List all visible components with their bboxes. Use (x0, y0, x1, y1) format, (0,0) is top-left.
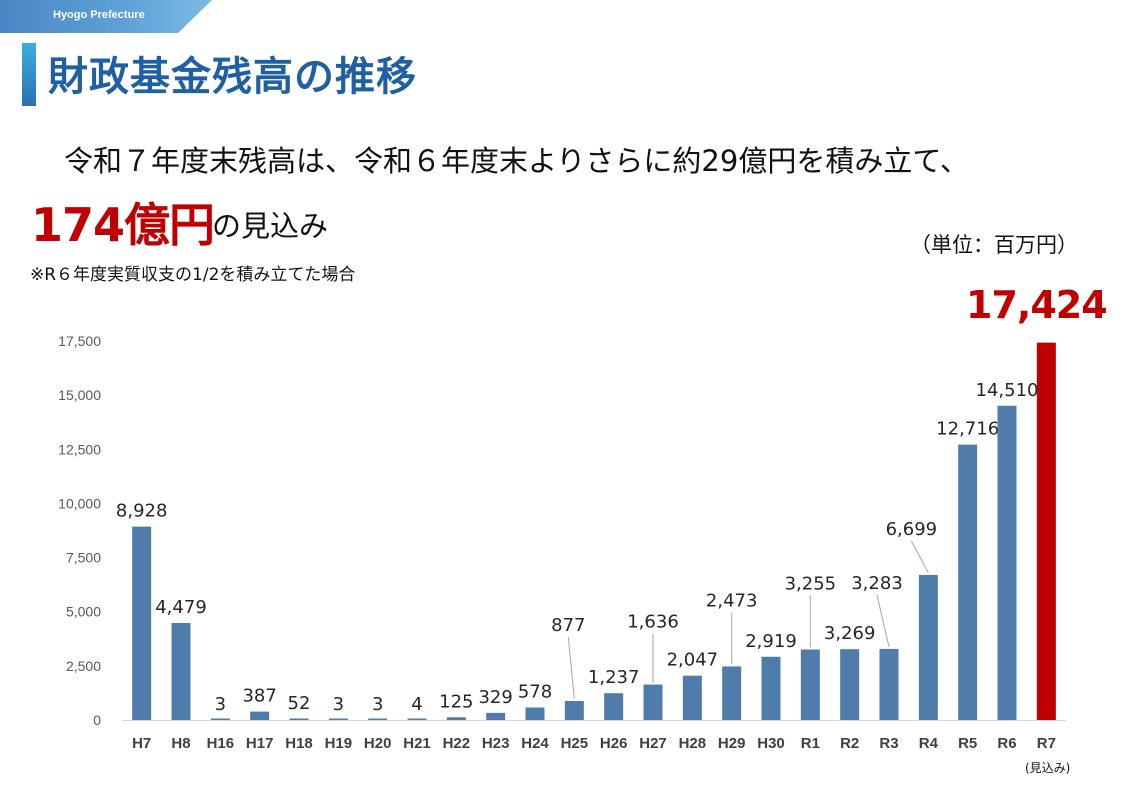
bar-H27 (643, 684, 663, 720)
bar-R4 (918, 574, 938, 720)
bar-H7 (132, 526, 152, 720)
data-label: 329 (478, 687, 512, 708)
data-label: 52 (288, 693, 311, 714)
x-tick-label: H18 (285, 735, 313, 752)
x-tick-label: R1 (801, 735, 820, 752)
page-title: 財政基金残高の推移 (48, 54, 417, 100)
data-label: 2,919 (745, 631, 797, 652)
data-label: 4,479 (155, 597, 207, 618)
bar-H28 (682, 675, 702, 720)
bar-H29 (722, 666, 742, 720)
bar-H20 (368, 718, 388, 720)
x-tick-label: H19 (325, 735, 353, 752)
x-tick-label: R3 (879, 735, 898, 752)
data-label: 12,716 (936, 419, 999, 440)
x-tick-label: H28 (679, 735, 707, 752)
brand-banner: Hyogo Prefecture (0, 0, 212, 33)
highlight-value: 17,424 (966, 283, 1108, 327)
data-label: 1,636 (627, 612, 679, 633)
x-tick-label: H30 (757, 735, 785, 752)
bar-H24 (525, 707, 545, 720)
x-tick-label: H7 (132, 735, 151, 752)
y-tick-label: 2,500 (66, 658, 101, 674)
x-tick-label: H17 (246, 735, 274, 752)
x-tick-label: H25 (561, 735, 589, 752)
bar-H8 (171, 622, 191, 720)
data-label: 3,269 (824, 623, 876, 644)
y-tick-label: 15,000 (58, 387, 101, 403)
data-label: 4 (411, 694, 422, 715)
data-label: 3 (333, 694, 344, 715)
x-tick-label: R5 (958, 735, 977, 752)
data-label: 14,510 (976, 380, 1039, 401)
x-tick-label: H22 (443, 735, 471, 752)
estimate-note: (見込み) (1025, 761, 1071, 775)
data-label: 877 (551, 615, 585, 636)
bar-R7 (1036, 342, 1056, 720)
x-tick-label: H16 (207, 735, 235, 752)
data-label: 6,699 (886, 519, 938, 540)
data-label: 1,237 (588, 667, 640, 688)
unit-label: （単位：百万円） (910, 233, 1078, 257)
x-tick-label: R4 (919, 735, 939, 752)
data-label: 3 (215, 694, 226, 715)
bar-H30 (761, 656, 781, 720)
leader-line (876, 594, 890, 648)
x-tick-label: H23 (482, 735, 510, 752)
bar-H18 (289, 718, 309, 720)
bar-H17 (250, 711, 270, 720)
bar-R1 (800, 649, 820, 720)
data-label: 387 (242, 686, 276, 707)
x-tick-label: H26 (600, 735, 628, 752)
y-tick-label: 7,500 (66, 550, 101, 566)
bar-H25 (564, 701, 584, 720)
data-label: 2,047 (667, 650, 719, 671)
bar-H21 (407, 718, 427, 720)
data-label: 3,283 (851, 573, 903, 594)
leader-line (567, 636, 575, 700)
title-accent-bar (22, 43, 36, 106)
brand-label: Hyogo Prefecture (53, 9, 145, 21)
footnote: ※R６年度実質収支の1/2を積み立てた場合 (30, 265, 356, 285)
bar-R2 (840, 649, 860, 720)
data-label: 2,473 (706, 590, 758, 611)
x-tick-label: H24 (521, 735, 549, 752)
x-tick-label: R7 (1037, 735, 1056, 752)
leader-line (910, 540, 929, 574)
data-label: 578 (518, 681, 552, 702)
summary-amount-suffix: の見込み (212, 209, 329, 243)
bar-H22 (446, 717, 466, 720)
x-tick-label: H27 (639, 735, 667, 752)
summary-amount: 174億円 (31, 198, 215, 252)
y-tick-label: 0 (93, 712, 101, 728)
bar-H26 (604, 693, 624, 720)
summary-line: 令和７年度末残高は、令和６年度末よりさらに約29億円を積み立て、 (64, 144, 969, 178)
x-tick-label: R2 (840, 735, 859, 752)
data-label: 8,928 (116, 501, 168, 522)
x-tick-label: H21 (403, 735, 431, 752)
x-tick-label: H29 (718, 735, 746, 752)
y-tick-label: 12,500 (58, 441, 101, 457)
bar-H19 (328, 718, 348, 720)
y-tick-label: 17,500 (58, 333, 101, 349)
x-tick-label: H20 (364, 735, 392, 752)
bar-R5 (958, 444, 978, 720)
x-tick-label: R6 (997, 735, 1016, 752)
data-label: 3,255 (785, 574, 837, 595)
bar-H23 (486, 712, 506, 720)
bar-R6 (997, 405, 1017, 720)
y-tick-label: 10,000 (58, 495, 101, 511)
y-tick-label: 5,000 (66, 604, 101, 620)
x-tick-label: H8 (171, 735, 190, 752)
data-label: 3 (372, 694, 383, 715)
bar-H16 (210, 718, 230, 720)
bar-R3 (879, 648, 899, 720)
data-label: 125 (439, 691, 473, 712)
